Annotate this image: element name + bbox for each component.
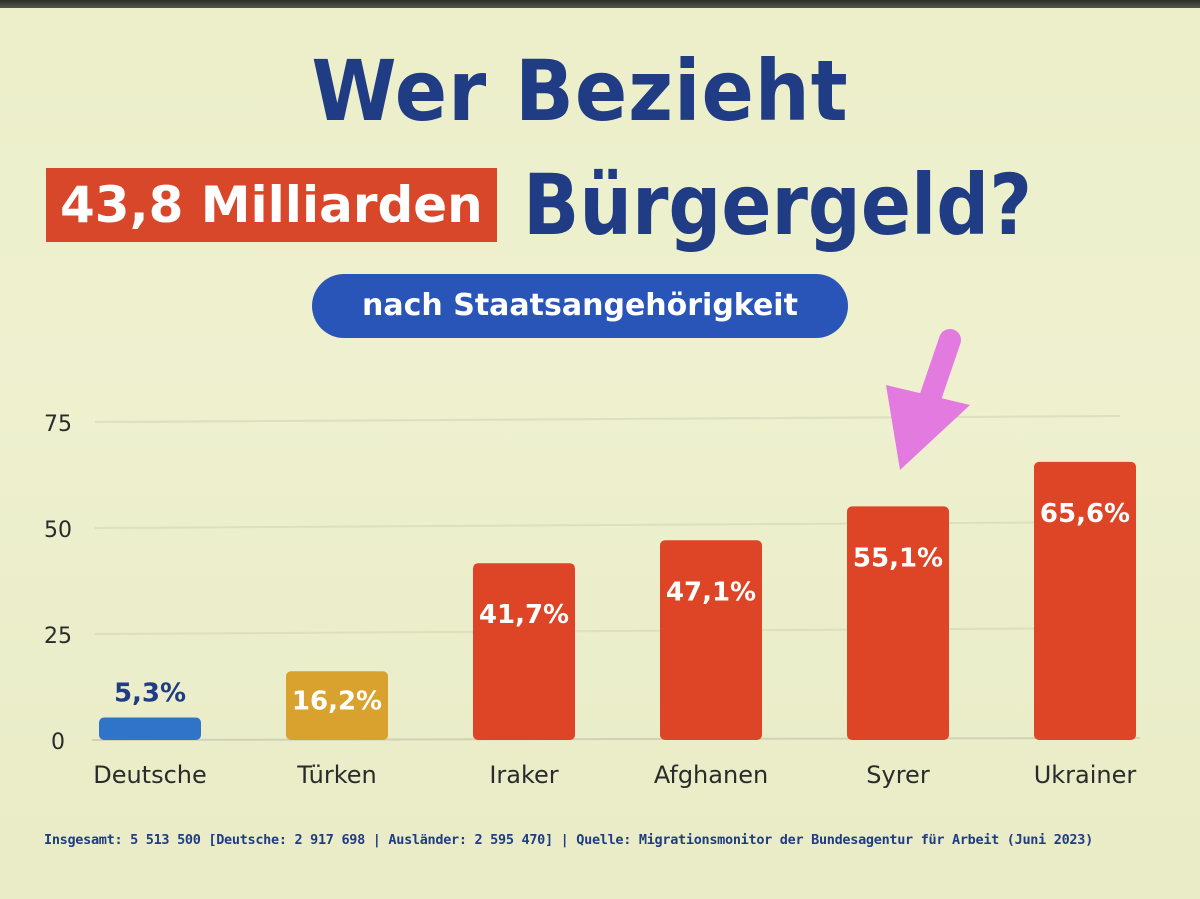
- x-tick-label-ukrainer: Ukrainer: [1034, 761, 1137, 789]
- y-tick-label-75: 75: [44, 412, 72, 437]
- y-tick-label-25: 25: [44, 624, 72, 649]
- highlight-amount: 43,8 Milliarden: [46, 168, 497, 242]
- gridline-50: [94, 521, 1121, 529]
- y-tick-label-50: 50: [44, 518, 72, 543]
- data-label-syrer: 55,1%: [853, 543, 943, 573]
- subtitle-pill: nach Staatsangehörigkeit: [312, 274, 848, 338]
- bar-syrer: [847, 506, 949, 740]
- arrow-head: [886, 385, 970, 470]
- data-label-trken: 16,2%: [292, 686, 382, 716]
- bar-trken: [286, 671, 388, 740]
- title-line-1: Wer Bezieht: [311, 42, 849, 140]
- bar-deutsche: [99, 717, 201, 740]
- x-axis-baseline: [91, 737, 1141, 741]
- data-label-deutsche: 5,3%: [114, 679, 186, 709]
- data-label-iraker: 41,7%: [479, 600, 569, 630]
- bar-iraker: [473, 563, 575, 740]
- annotation-arrow-icon: [886, 329, 970, 470]
- x-tick-label-deutsche: Deutsche: [93, 761, 207, 789]
- title-line-2: 43,8 Milliarden Bürgergeld?: [46, 150, 1101, 260]
- x-tick-label-trken: Türken: [296, 761, 376, 789]
- data-label-ukrainer: 65,6%: [1040, 499, 1130, 529]
- screen-bezel: [0, 0, 1200, 8]
- gridline-25: [94, 627, 1121, 635]
- y-tick-label-0: 0: [51, 730, 65, 755]
- title-word-buergergeld: Bürgergeld?: [522, 156, 1032, 254]
- source-footnote: Insgesamt: 5 513 500 [Deutsche: 2 917 69…: [44, 832, 1093, 848]
- data-label-afghanen: 47,1%: [666, 577, 756, 607]
- bar-afghanen: [660, 540, 762, 740]
- x-tick-label-iraker: Iraker: [489, 761, 558, 789]
- gridline-75: [94, 415, 1121, 423]
- x-tick-label-afghanen: Afghanen: [654, 761, 768, 789]
- x-tick-label-syrer: Syrer: [866, 761, 930, 789]
- bar-ukrainer: [1034, 461, 1136, 740]
